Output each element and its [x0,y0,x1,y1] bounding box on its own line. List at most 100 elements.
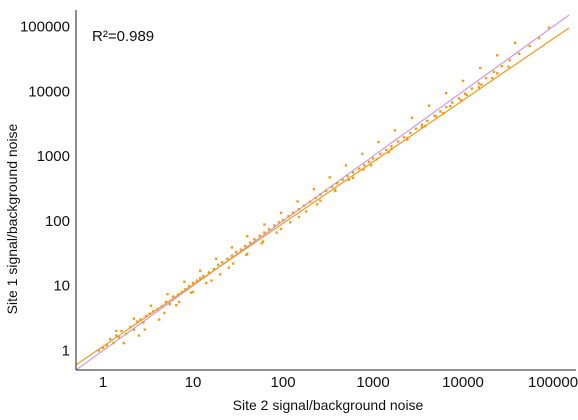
scatter-point [314,196,317,200]
scatter-point [319,193,322,196]
scatter-point [451,101,454,104]
scatter-point [477,82,481,85]
scatter-point [210,279,213,282]
scatter-point [175,304,178,307]
scatter-point [308,200,312,203]
scatter-point [420,125,424,129]
y-axis-title: Site 1 signal/background noise [4,123,20,314]
scatter-point [347,178,351,182]
scatter-point [330,185,334,189]
scatter-point [260,242,263,245]
scatter-point [496,72,499,75]
scatter-point [434,115,438,118]
scatter-point [433,114,436,117]
scatter-point [390,147,393,151]
scatter-point [424,124,427,128]
scatter-point [292,211,295,214]
scatter-point [183,280,186,283]
axes-layer [75,10,576,371]
scatter-point [514,41,517,45]
scatter-point [387,150,391,154]
scatter-point [279,211,283,215]
scatter-point [302,204,306,207]
scatter-point [246,235,249,238]
scatter-point [132,317,136,320]
scatter-point [168,302,171,306]
scatter-point [341,178,344,182]
scatter-point [465,93,468,97]
scatter-point [149,304,153,307]
scatter-point [226,257,229,261]
scatter-point [216,263,220,267]
scatter-point [463,92,467,95]
scatter-point [496,54,499,57]
scatter-point [163,311,166,315]
points-layer [97,26,551,352]
scatter-point [139,318,142,321]
scatter-point [230,246,234,249]
scatter-point [263,231,266,234]
scatter-point [156,308,159,311]
scatter-point [115,329,118,333]
scatter-point [101,346,105,350]
scatter-point [157,318,161,321]
scatter-point [232,262,235,265]
scatter-point [97,349,101,352]
scatter-point [212,267,216,271]
scatter-point [202,275,205,278]
scatter-point [191,281,195,285]
scatter-point [304,210,308,213]
scatter-point [273,224,276,227]
scatter-point [361,152,364,156]
scatter-point [449,104,452,108]
scatter-point [115,334,118,337]
y-tick-label: 10000 [28,83,70,100]
scatter-point [334,189,337,193]
scatter-point [500,64,504,68]
scatter-point [287,215,290,218]
scatter-point [137,334,141,337]
scatter-point [244,244,247,248]
scatter-point [176,293,180,296]
scatter-point [117,336,121,339]
scatter-point [132,328,136,331]
scatter-point [281,218,285,222]
scatter-point [297,207,301,211]
scatter-point [195,279,199,282]
ticks-layer: 1 10 100 1000 10000 100000 1 10 100 1000 10000 1000… [20,19,578,391]
scatter-point [406,138,409,141]
scatter-point [189,291,193,294]
scatter-point [324,189,328,193]
scatter-point [261,240,265,243]
scatter-point [459,98,463,102]
scatter-point [484,76,488,80]
x-tick-label: 100 [271,374,296,391]
scatter-point [218,273,222,276]
scatter-point [245,253,248,256]
scatter-point [151,310,155,313]
scatter-point [160,305,164,308]
scatter-point [528,44,531,48]
y-tick-label: 10 [53,278,70,295]
scatter-point [363,164,366,167]
y-tick-label: 100000 [20,19,70,36]
scatter-point [393,129,397,132]
scatter-point [427,104,431,107]
y-tick-label: 1000 [37,148,70,165]
scatter-point [148,312,151,315]
scatter-point [390,145,393,148]
scatter-point [369,164,373,167]
scatter-point [351,171,355,174]
scatter-point [207,271,211,274]
scatter-point [420,123,424,126]
scatter-point [205,281,208,285]
scatter-point [362,168,365,171]
scatter-point [253,238,256,241]
scatter-point [263,223,266,226]
x-tick-label: 10000 [442,374,484,391]
scatter-point [122,341,126,345]
scatter-point [547,26,551,29]
scatter-point [537,37,541,40]
